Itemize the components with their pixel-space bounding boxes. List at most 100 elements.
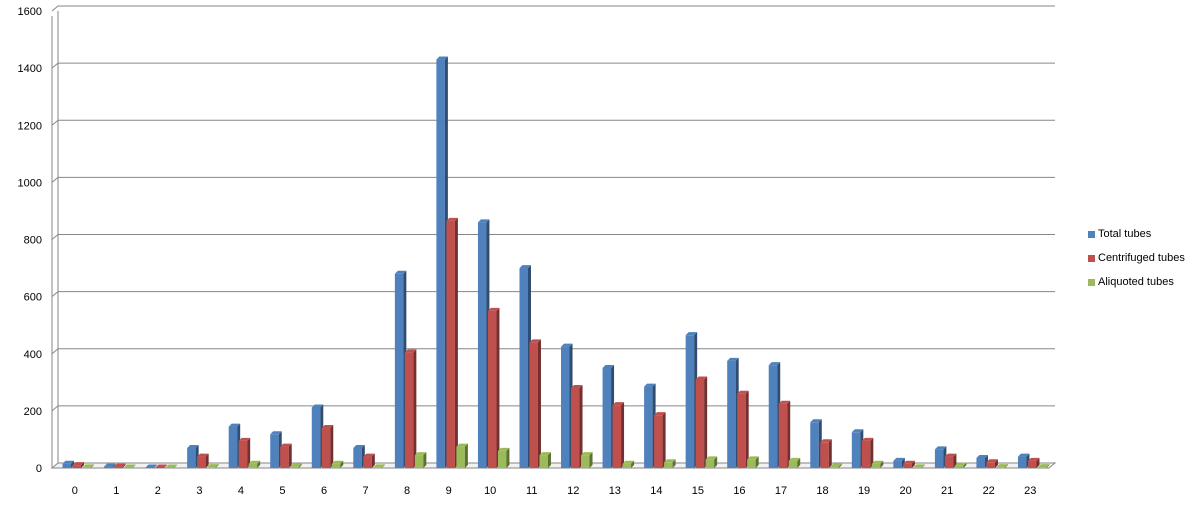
bar-aliquoted-top: [373, 464, 385, 468]
bar-centrifuged-side: [496, 307, 500, 468]
gridline: [51, 405, 1055, 412]
bar-aliquoted-front: [705, 459, 715, 468]
bar-total: [394, 270, 407, 468]
bar-total-front: [893, 460, 902, 468]
bar-aliquoted-top: [913, 464, 925, 468]
bar-centrifuged-top: [944, 453, 957, 457]
bar-aliquoted-side: [257, 460, 261, 468]
bar-total-front: [934, 449, 944, 468]
x-tick-label: 16: [733, 485, 745, 497]
bar-aliquoted-top: [124, 464, 136, 468]
bar-centrifuged-front: [197, 456, 206, 468]
bar-centrifuged-side: [704, 376, 708, 468]
bar-total: [436, 56, 448, 469]
bar-total: [62, 460, 75, 468]
x-tick-label: 0: [72, 485, 78, 497]
bar-aliquoted-front: [456, 446, 465, 468]
x-tick-label: 13: [609, 485, 621, 497]
bar-aliquoted-front: [497, 450, 507, 468]
bar-aliquoted: [1037, 464, 1050, 468]
bar-aliquoted-top: [788, 457, 801, 461]
bar-aliquoted: [456, 443, 468, 468]
chart-floor: [50, 462, 1057, 469]
bar-aliquoted-side: [381, 464, 385, 468]
bar-aliquoted-side: [215, 464, 219, 468]
bar-total-front: [311, 407, 321, 468]
bar-centrifuged-side: [828, 439, 832, 468]
bar-centrifuged: [280, 443, 292, 468]
bar-aliquoted-top: [497, 447, 510, 451]
bar-centrifuged-side: [870, 437, 874, 468]
y-tick-label: 200: [24, 406, 42, 418]
bar-total-top: [727, 357, 739, 361]
bar-total: [228, 423, 241, 468]
y-tick-label: 800: [24, 235, 42, 247]
bar-total-top: [851, 429, 864, 433]
bar-centrifuged: [903, 460, 915, 468]
bar-aliquoted-side: [1046, 464, 1050, 468]
bar-total-top: [602, 365, 615, 369]
x-tick-label: 18: [816, 485, 828, 497]
bar-total-top: [519, 265, 531, 269]
bar-centrifuged: [737, 390, 749, 468]
bar-centrifuged-front: [487, 310, 497, 468]
y-tick-label: 600: [24, 292, 42, 304]
bar-total-side: [154, 464, 158, 468]
bar-aliquoted-side: [506, 447, 510, 468]
bar-centrifuged-top: [778, 400, 791, 404]
bar-total: [187, 445, 199, 468]
bar-centrifuged-front: [529, 342, 538, 468]
bar-aliquoted: [497, 447, 510, 468]
gridline: [51, 291, 1055, 298]
bar-centrifuged-side: [247, 437, 251, 468]
bar-centrifuged-top: [404, 349, 417, 353]
gridline: [51, 234, 1055, 240]
bar-total-front: [976, 458, 985, 468]
bar-total-top: [311, 404, 324, 408]
bar-aliquoted-side: [423, 452, 427, 468]
x-tick-label: 12: [567, 485, 579, 497]
bar-total-front: [644, 386, 653, 468]
bar-centrifuged-side: [81, 462, 85, 468]
bar-total-front: [602, 368, 612, 468]
x-tick-label: 23: [1024, 485, 1036, 497]
bar-aliquoted-top: [622, 460, 635, 464]
legend-label-total: Total tubes: [1098, 228, 1152, 240]
bar-centrifuged-top: [654, 412, 666, 416]
bar-aliquoted-side: [880, 460, 884, 468]
bar-aliquoted-side: [340, 460, 344, 468]
bar-centrifuged: [197, 453, 209, 468]
bar-centrifuged-side: [579, 385, 583, 468]
bar-centrifuged-front: [571, 388, 580, 468]
bar-aliquoted: [82, 464, 95, 468]
bar-total-top: [644, 383, 656, 387]
bar-centrifuged-top: [363, 453, 375, 457]
bar-aliquoted-front: [664, 462, 673, 468]
bar-aliquoted-front: [913, 467, 922, 468]
bar-centrifuged-top: [197, 453, 209, 457]
bar-centrifuged-top: [695, 376, 708, 380]
bar-total-top: [685, 332, 698, 336]
bar-aliquoted: [207, 464, 219, 468]
bar-centrifuged-side: [994, 459, 998, 468]
gridline: [51, 176, 1055, 183]
bar-total: [519, 265, 531, 468]
bar-centrifuged-top: [612, 402, 625, 406]
bar-aliquoted-front: [82, 467, 92, 468]
bar-total-top: [976, 455, 988, 459]
bar-centrifuged: [778, 400, 791, 468]
bar-total-front: [851, 432, 861, 468]
bar-total: [727, 357, 739, 468]
bar-total-front: [810, 422, 819, 468]
legend-item-aliquoted: Aliquoted tubes: [1088, 270, 1185, 294]
bar-total: [810, 419, 822, 468]
bar-aliquoted: [788, 457, 801, 468]
bar-total: [934, 446, 947, 468]
bar-total-top: [145, 464, 158, 468]
gridline: [51, 62, 1055, 69]
x-tick-label: 1: [113, 485, 119, 497]
bar-aliquoted-front: [622, 463, 632, 468]
bar-total-top: [62, 460, 75, 464]
bar-centrifuged-side: [745, 390, 749, 468]
